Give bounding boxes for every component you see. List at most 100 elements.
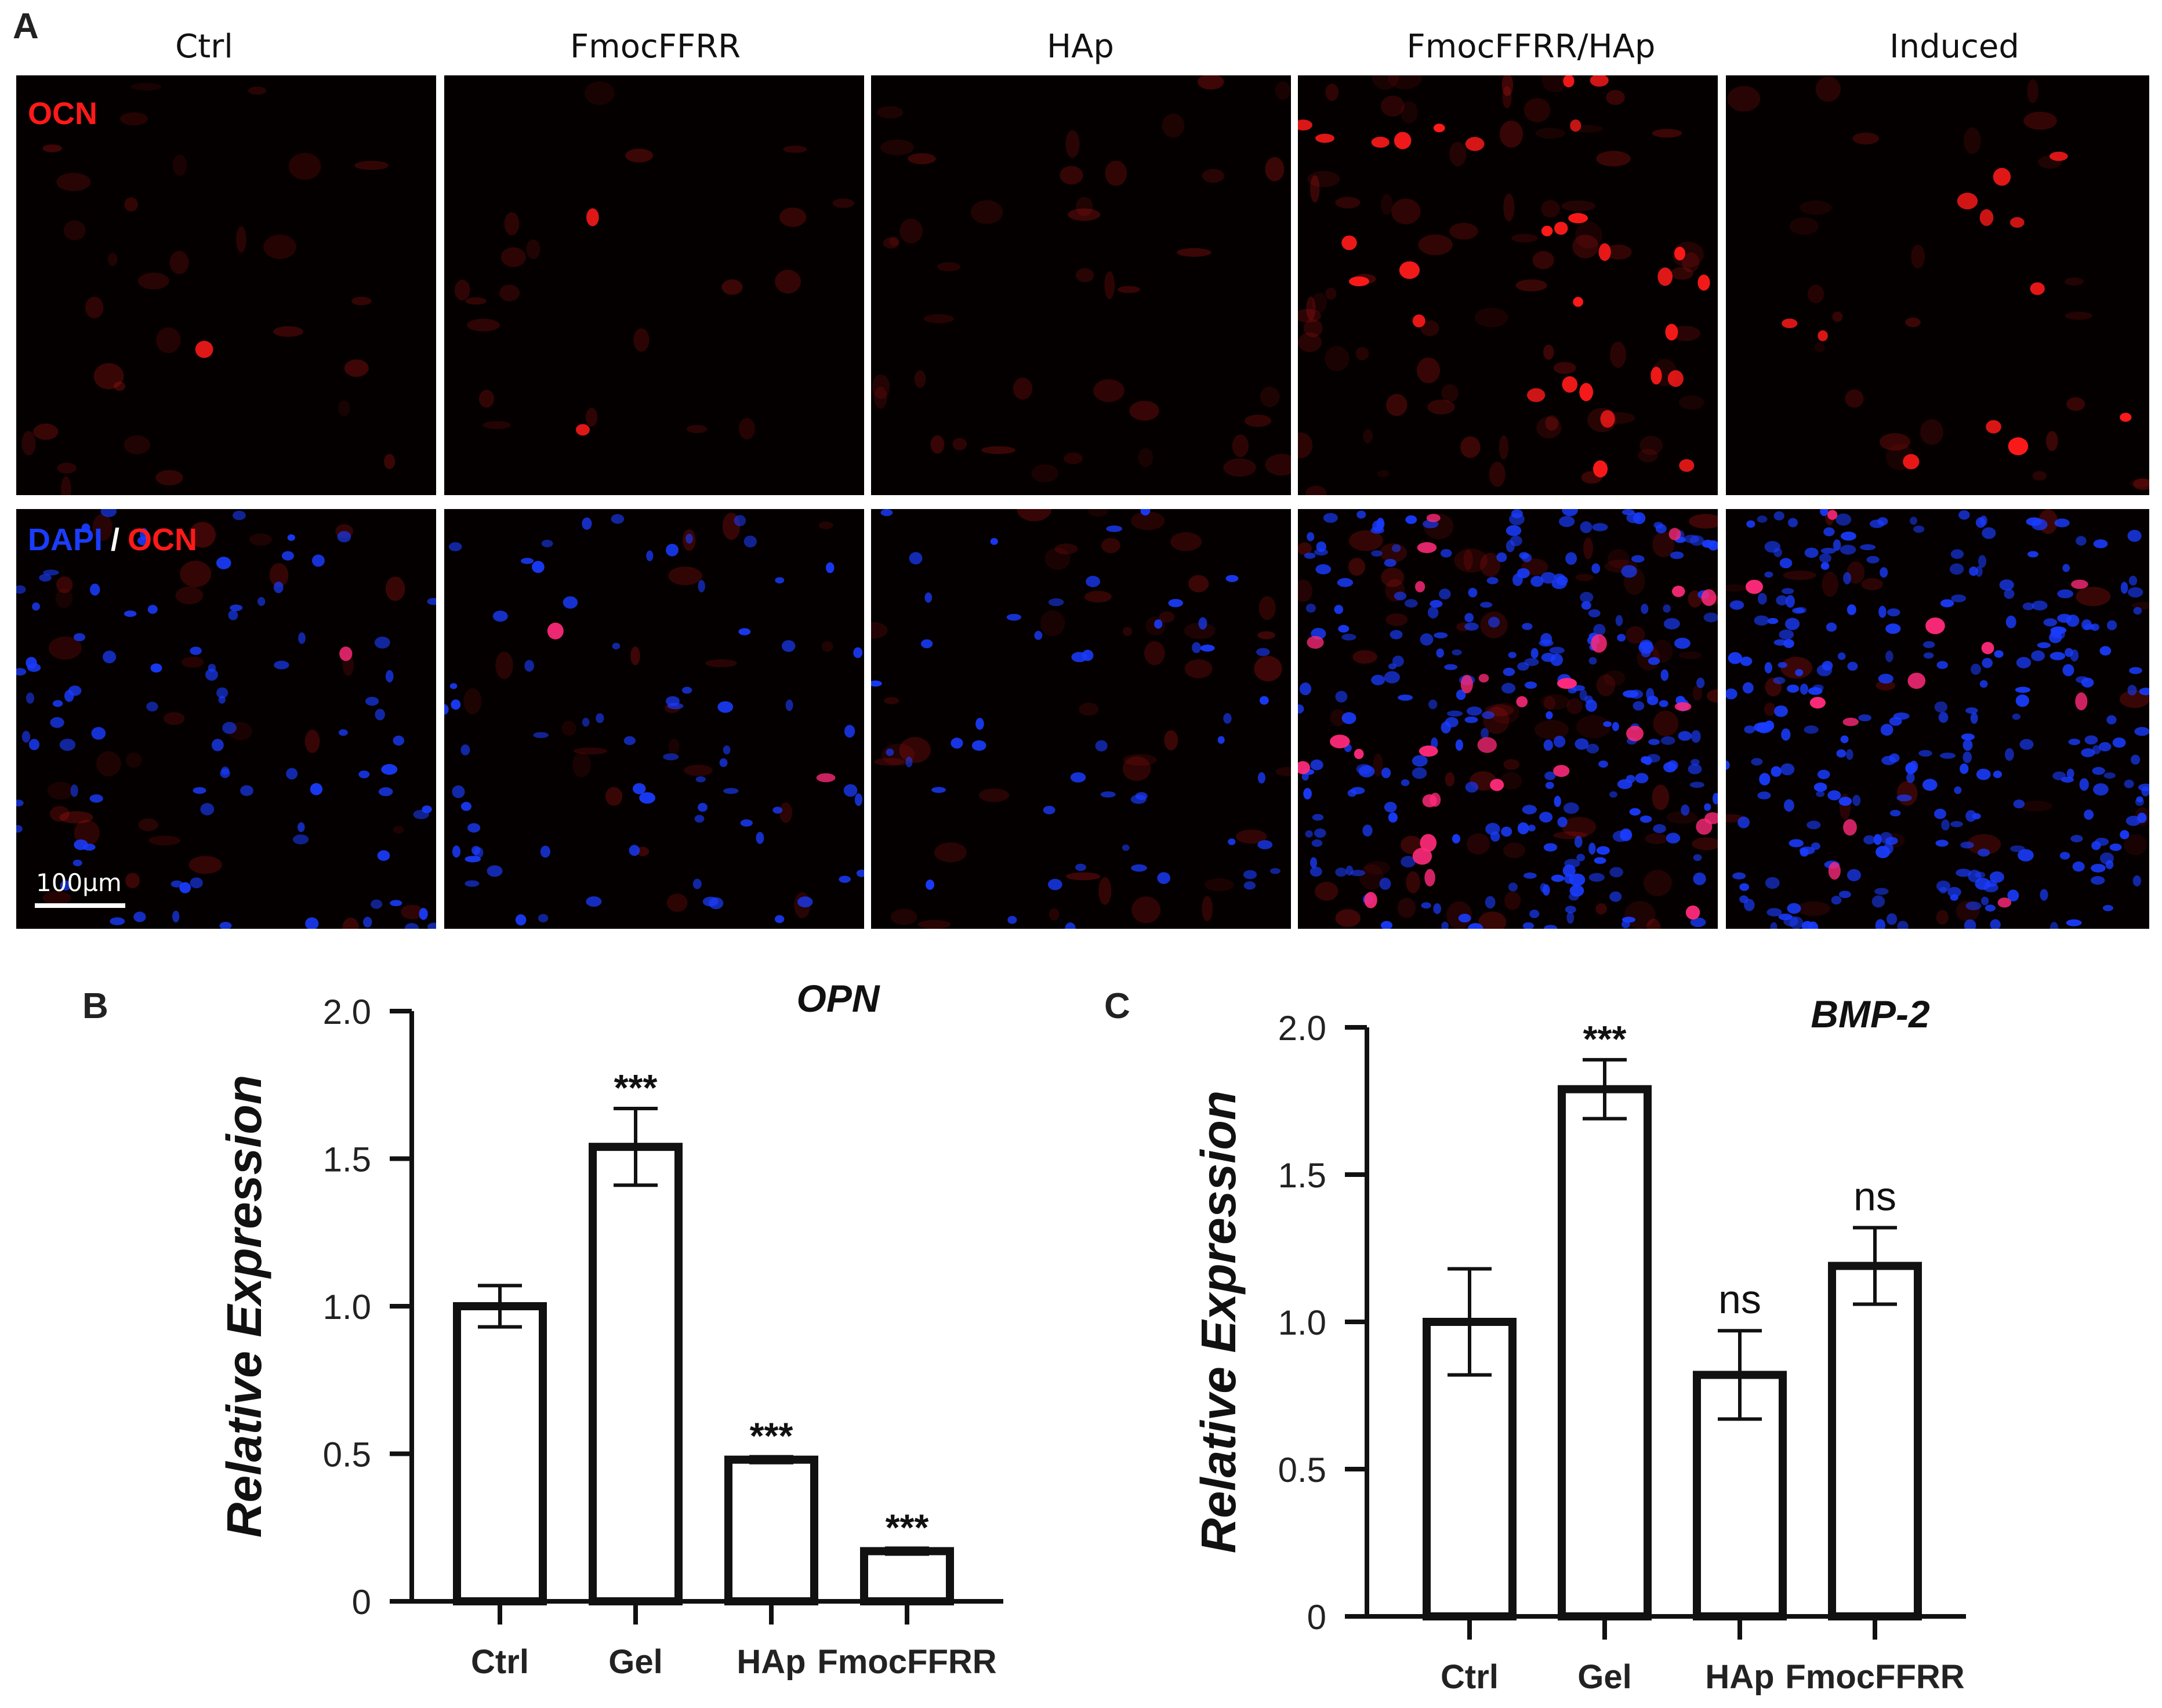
faint-ocn-signal	[1236, 829, 1267, 844]
dapi-nucleus	[1452, 834, 1460, 844]
dapi-nucleus	[1436, 648, 1444, 658]
faint-ocn-signal	[775, 270, 801, 294]
dapi-nucleus	[1764, 662, 1772, 674]
dapi-nucleus	[103, 651, 117, 664]
dapi-nucleus	[2084, 809, 2094, 820]
faint-ocn-signal	[385, 576, 405, 601]
dapi-nucleus	[1878, 605, 1887, 618]
dapi-nucleus	[1889, 717, 1902, 726]
dapi-nucleus	[218, 695, 226, 704]
faint-ocn-signal	[463, 688, 482, 715]
dapi-nucleus	[1157, 872, 1170, 884]
micrograph-ocn-fmocffrr	[444, 75, 864, 495]
dapi-nucleus	[1934, 701, 1947, 713]
dapi-nucleus	[1615, 615, 1623, 626]
dapi-nucleus	[1934, 808, 1946, 819]
dapi-nucleus	[1401, 856, 1416, 868]
column-title-induced: Induced	[1889, 28, 2019, 66]
dapi-nucleus	[311, 554, 325, 567]
y-tick-label: 1.0	[1278, 1303, 1326, 1342]
dapi-nucleus	[1831, 896, 1842, 905]
dapi-nucleus	[931, 787, 946, 793]
faint-ocn-signal	[1122, 627, 1133, 636]
dapi-nucleus	[1517, 822, 1529, 835]
dapi-nucleus	[91, 726, 106, 740]
dapi-nucleus	[1503, 667, 1515, 677]
dapi-nucleus	[427, 598, 436, 605]
faint-ocn-signal	[1232, 434, 1249, 457]
dapi-nucleus	[1788, 518, 1798, 528]
faint-ocn-signal	[1105, 161, 1127, 186]
dapi-nucleus	[1496, 552, 1507, 562]
dapi-nucleus	[2050, 629, 2061, 638]
dapi-nucleus	[2070, 649, 2079, 662]
dapi-nucleus	[1243, 881, 1256, 890]
ocn-positive-cell	[1399, 261, 1420, 279]
dapi-nucleus	[2120, 582, 2128, 594]
dapi-nucleus	[1455, 739, 1463, 751]
dapi-nucleus	[2128, 576, 2138, 586]
dapi-nucleus	[1726, 688, 1737, 700]
faint-ocn-signal	[666, 893, 688, 912]
dapi-nucleus	[1690, 917, 1706, 928]
micrograph-ocn-induced	[1726, 75, 2149, 495]
dapi-nucleus	[1783, 639, 1794, 648]
dapi-nucleus	[26, 692, 35, 704]
dapi-nucleus	[1960, 763, 1969, 774]
ocn-positive-cell	[1348, 276, 1369, 286]
dapi-nucleus	[1508, 652, 1517, 659]
faint-ocn-signal	[883, 237, 899, 249]
dapi-nucleus	[133, 911, 146, 922]
dapi-nucleus	[1384, 671, 1400, 684]
ocn-positive-cell	[2075, 692, 2088, 711]
dapi-nucleus	[1506, 525, 1522, 536]
dapi-nucleus	[305, 917, 319, 929]
dapi-nucleus	[1545, 782, 1554, 789]
dapi-nucleus	[1301, 772, 1309, 781]
dapi-nucleus	[1663, 618, 1680, 630]
ocn-positive-cell	[1818, 330, 1828, 341]
faint-ocn-signal	[2032, 471, 2047, 481]
dapi-nucleus	[1310, 857, 1318, 868]
dapi-nucleus	[1337, 578, 1354, 587]
dapi-nucleus	[2062, 664, 2074, 677]
faint-ocn-signal	[2065, 277, 2084, 286]
dapi-nucleus	[1678, 731, 1692, 741]
dapi-nucleus	[1858, 714, 1871, 722]
dapi-nucleus	[756, 831, 764, 844]
dapi-nucleus	[1122, 844, 1130, 851]
cells-layer	[872, 75, 1291, 482]
dapi-nucleus	[692, 878, 702, 889]
dapi-nucleus	[72, 859, 82, 867]
micrograph-ocn-hap	[871, 75, 1291, 495]
ocn-positive-cell	[1562, 376, 1578, 393]
faint-ocn-signal	[1325, 83, 1339, 101]
dapi-nucleus	[21, 731, 31, 743]
ocn-positive-cell	[1573, 297, 1583, 307]
dapi-nucleus	[16, 668, 27, 676]
faint-ocn-signal	[1646, 918, 1661, 929]
faint-ocn-signal	[500, 247, 526, 267]
ocn-positive-cell	[1415, 581, 1425, 593]
dapi-nucleus	[1510, 535, 1522, 547]
faint-ocn-signal	[1449, 223, 1478, 240]
x-tick-label: HAp	[1705, 1658, 1774, 1696]
faint-ocn-signal	[1911, 244, 1925, 269]
ocn-positive-cell	[2049, 151, 2068, 161]
dapi-nucleus	[1994, 650, 2004, 658]
dapi-nucleus	[1878, 674, 1893, 684]
ocn-positive-cell	[1412, 314, 1425, 328]
faint-ocn-signal	[1575, 573, 1594, 582]
faint-ocn-signal	[1254, 656, 1282, 682]
dapi-nucleus	[1376, 518, 1385, 530]
cells-layer	[1298, 75, 1710, 495]
ocn-positive-cell	[1341, 235, 1357, 250]
faint-ocn-signal	[1861, 578, 1883, 591]
dapi-nucleus	[975, 718, 984, 730]
ocn-positive-cell	[1516, 696, 1528, 707]
ocn-positive-cell	[1330, 735, 1350, 748]
dapi-nucleus	[1951, 594, 1967, 602]
dapi-nucleus	[137, 536, 151, 546]
dapi-nucleus	[1440, 549, 1452, 558]
faint-ocn-signal	[48, 636, 82, 660]
